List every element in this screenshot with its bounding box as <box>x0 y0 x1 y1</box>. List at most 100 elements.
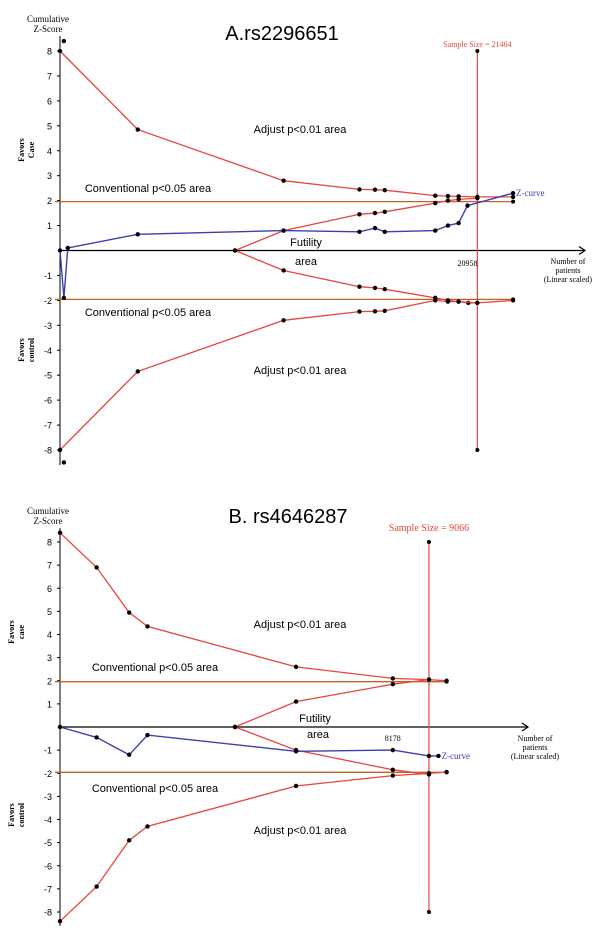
upper-futility-boundary-point <box>372 210 378 216</box>
y-tick-label: 4 <box>47 630 52 640</box>
favors-case-line1: Favors <box>7 620 16 644</box>
x-axis-label-line1: Number of <box>518 734 553 743</box>
chart-title: A.rs2296651 <box>225 23 338 45</box>
lower-futility-boundary-point <box>372 285 378 291</box>
y-tick-label: 4 <box>47 146 52 156</box>
lower-monitoring-boundary-point <box>390 773 396 778</box>
upper-monitoring-boundary-point <box>444 678 449 683</box>
y-tick-label: -3 <box>44 792 52 802</box>
upper-futility-boundary-point <box>433 200 438 206</box>
upper-monitoring-boundary-point <box>57 530 63 535</box>
x-axis-label-line2: patients <box>556 266 581 275</box>
extra-point <box>61 460 67 465</box>
favors-case-line2: case <box>17 624 26 639</box>
upper-futility-boundary-point <box>390 682 396 687</box>
y-axis-label-line1: Cumulative <box>27 506 69 516</box>
y-tick-label: 1 <box>47 221 52 231</box>
y-tick-label: -8 <box>44 908 52 918</box>
z-curve-point <box>57 248 63 253</box>
lower-futility-boundary-point <box>433 295 438 301</box>
lower-monitoring-boundary-point <box>382 308 387 314</box>
y-tick-label: 3 <box>47 653 52 663</box>
x-axis-label-line2: patients <box>523 743 548 752</box>
z-curve-point <box>445 223 451 228</box>
upper-futility-boundary-line <box>234 678 429 728</box>
upper-futility-boundary-point <box>357 212 362 217</box>
upper-monitoring-boundary-point <box>281 178 286 183</box>
futility-area-label: area <box>307 729 330 741</box>
y-tick-label: -6 <box>44 861 52 871</box>
y-tick-label: 2 <box>47 676 52 686</box>
y-tick-label: 5 <box>47 121 52 131</box>
upper-monitoring-boundary-point <box>293 664 299 670</box>
conventional-top-label: Conventional p<0.05 area <box>85 183 212 195</box>
lower-futility-boundary-point <box>232 248 238 253</box>
x-axis-label-line3: (Linear scaled) <box>511 752 560 761</box>
y-tick-label: -2 <box>44 769 52 779</box>
y-axis-label-line1: Cumulative <box>27 14 69 24</box>
z-curve-point <box>126 752 132 757</box>
lower-futility-boundary-line <box>234 249 478 304</box>
adjust-top-label: Adjust p<0.01 area <box>254 619 348 631</box>
favors-case-label: Favors Case <box>17 138 36 162</box>
y-tick-label: 1 <box>47 699 52 709</box>
y-tick-label: -7 <box>44 421 52 431</box>
sample-size-label: Sample Size = 9066 <box>389 523 469 534</box>
upper-monitoring-boundary-point <box>445 193 451 199</box>
z-curve-line <box>59 192 514 298</box>
lower-monitoring-boundary-point <box>94 884 99 889</box>
upper-monitoring-boundary-point <box>126 610 132 615</box>
lower-monitoring-boundary-point <box>510 298 516 303</box>
z-curve-point <box>372 225 378 231</box>
lower-monitoring-boundary-point <box>281 318 286 323</box>
adjust-top-label: Adjust p<0.01 area <box>254 124 348 136</box>
x-tick-label: 20958 <box>458 259 478 268</box>
lower-monitoring-boundary-point <box>57 919 63 924</box>
sample-size-bottom-point <box>426 910 431 914</box>
y-axis-label-line2: Z-Score <box>34 24 63 34</box>
z-curve-point <box>382 229 387 234</box>
y-tick-label: -4 <box>44 815 52 825</box>
upper-monitoring-boundary-point <box>145 624 150 629</box>
z-curve-point <box>61 295 67 301</box>
y-tick-label: -5 <box>44 371 52 381</box>
y-tick-label: -7 <box>44 884 52 894</box>
z-curve-point <box>510 190 516 196</box>
y-tick-label: -3 <box>44 321 52 331</box>
favors-control-label: Favors control <box>7 802 26 827</box>
lower-futility-boundary-point <box>357 284 362 289</box>
z-curve-point <box>456 220 461 226</box>
z-curve-point <box>281 228 286 233</box>
lower-futility-boundary-point <box>445 298 451 303</box>
lower-monitoring-boundary-point <box>444 769 449 775</box>
upper-monitoring-boundary-point <box>382 187 387 193</box>
y-tick-label: 7 <box>47 71 52 81</box>
z-curve-point <box>436 753 441 759</box>
z-curve-label: Z-curve <box>516 188 544 198</box>
lower-monitoring-boundary-point <box>293 783 299 789</box>
y-tick-label: 6 <box>47 96 52 106</box>
z-curve-point <box>357 229 362 234</box>
conventional-bottom-label: Conventional p<0.05 area <box>85 307 212 319</box>
upper-monitoring-boundary-point <box>94 565 99 570</box>
y-tick-label: 2 <box>47 196 52 206</box>
y-tick-label: -1 <box>44 746 52 756</box>
y-tick-label: 3 <box>47 171 52 181</box>
x-axis-label-line3: (Linear scaled) <box>544 275 593 284</box>
upper-monitoring-boundary-point <box>357 187 362 192</box>
lower-futility-boundary-point <box>456 299 461 304</box>
futility-area-label: area <box>295 256 318 268</box>
upper-monitoring-boundary-line <box>59 532 447 682</box>
upper-futility-boundary-line <box>234 197 478 252</box>
z-curve-point <box>65 245 70 251</box>
x-axis-arrow <box>578 246 587 255</box>
favors-control-line1: Favors <box>7 803 16 827</box>
z-curve-point <box>135 232 140 237</box>
upper-monitoring-boundary-point <box>433 193 438 198</box>
lower-monitoring-boundary-point <box>57 447 63 453</box>
favors-control-line1: Favors <box>17 338 26 362</box>
favors-case-line1: Favors <box>17 138 26 162</box>
